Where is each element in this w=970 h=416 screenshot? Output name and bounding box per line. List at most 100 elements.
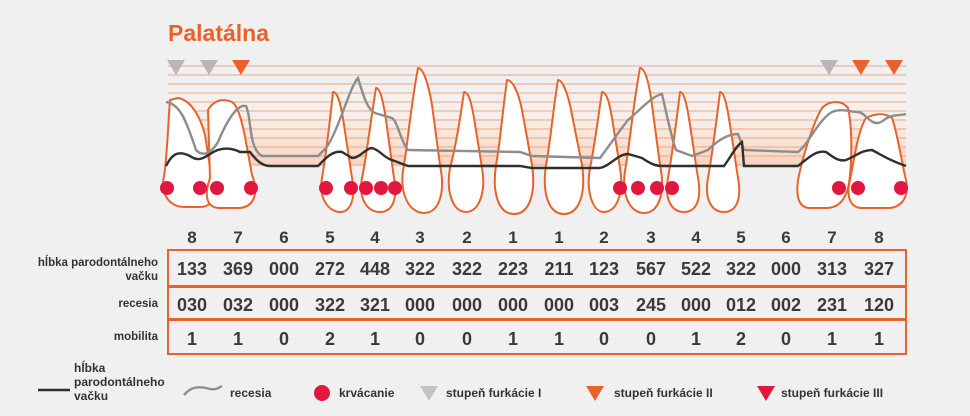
bleeding-dot bbox=[210, 181, 224, 195]
bleeding-dot bbox=[665, 181, 679, 195]
tooth-number: 1 bbox=[554, 228, 564, 247]
bleeding-dot bbox=[613, 181, 627, 195]
table-cell: 030 bbox=[176, 295, 208, 315]
table-cell: 032 bbox=[222, 295, 254, 315]
tooth-3-left bbox=[401, 67, 444, 214]
recession-line bbox=[165, 75, 907, 160]
legend-bleeding-label: krvácanie bbox=[339, 386, 395, 400]
table-cell: 120 bbox=[863, 295, 895, 315]
table-cell: 369 bbox=[222, 259, 254, 279]
tooth-number: 7 bbox=[827, 228, 837, 247]
table-cell: 0 bbox=[414, 329, 425, 349]
legend-recession-label: recesia bbox=[230, 386, 272, 400]
tooth-number: 5 bbox=[325, 228, 335, 247]
legend-furcation-3-icon bbox=[757, 386, 775, 401]
legend-furcation-2-icon bbox=[586, 386, 604, 401]
tooth-number: 4 bbox=[691, 228, 701, 247]
bleeding-dot bbox=[244, 181, 258, 195]
furcation-grade-II-marker bbox=[852, 60, 870, 75]
table-cell: 231 bbox=[816, 295, 848, 315]
tooth-7-left bbox=[205, 99, 257, 209]
table-cell: 0 bbox=[278, 329, 289, 349]
legend-furcation-1-icon bbox=[420, 386, 438, 401]
table-cell: 245 bbox=[635, 295, 667, 315]
table-cell: 0 bbox=[780, 329, 791, 349]
table-cell: 1 bbox=[507, 329, 518, 349]
legend-graphics bbox=[38, 384, 775, 401]
bleeding-dot bbox=[193, 181, 207, 195]
table-cell: 522 bbox=[680, 259, 712, 279]
tooth-number: 8 bbox=[187, 228, 197, 247]
tooth-number: 3 bbox=[646, 228, 656, 247]
table-cell: 000 bbox=[680, 295, 712, 315]
legend-recession-line-swatch bbox=[183, 384, 223, 396]
table-cell: 000 bbox=[497, 295, 529, 315]
table-cell: 1 bbox=[690, 329, 701, 349]
tooth-number: 4 bbox=[370, 228, 380, 247]
pocket-depth-line bbox=[164, 139, 907, 170]
table-cell: 321 bbox=[359, 295, 391, 315]
bleeding-dot bbox=[160, 181, 174, 195]
legend-furcation-2-label: stupeň furkácie II bbox=[614, 386, 713, 400]
table-cell: 448 bbox=[359, 259, 391, 279]
table-cell: 211 bbox=[544, 259, 574, 279]
bleeding-dot bbox=[344, 181, 358, 195]
row-label-recession: recesia bbox=[118, 298, 158, 310]
table-cell: 322 bbox=[725, 259, 757, 279]
tooth-number: 2 bbox=[599, 228, 609, 247]
tooth-8-left bbox=[162, 97, 214, 208]
legend-furcation-3-label: stupeň furkácie III bbox=[781, 386, 884, 400]
tooth-number: 3 bbox=[415, 228, 425, 247]
table-cell: 322 bbox=[314, 295, 346, 315]
legend-pocket-depth-label: hĺbka parodontálneho vačku bbox=[74, 361, 165, 403]
row-label-pocket-depth: hĺbka parodontálneho vačku bbox=[37, 257, 158, 283]
table-cell: 0 bbox=[645, 329, 656, 349]
table-cell: 1 bbox=[826, 329, 837, 349]
bleeding-dot bbox=[319, 181, 333, 195]
bleeding-dot bbox=[650, 181, 664, 195]
table-cell: 2 bbox=[324, 329, 335, 349]
table-cell: 0 bbox=[461, 329, 472, 349]
table-cell: 223 bbox=[497, 259, 529, 279]
tooth-number: 8 bbox=[874, 228, 884, 247]
bleeding-dot bbox=[894, 181, 908, 195]
table-cell: 322 bbox=[404, 259, 436, 279]
tooth-number: 6 bbox=[279, 228, 289, 247]
table-cell: 002 bbox=[770, 295, 802, 315]
table-cell: 000 bbox=[404, 295, 436, 315]
furcation-grade-II-marker bbox=[232, 60, 250, 75]
tooth-number: 1 bbox=[508, 228, 518, 247]
table-cell: 1 bbox=[232, 329, 243, 349]
furcation-grade-I-marker bbox=[167, 60, 185, 75]
tooth-number: 2 bbox=[462, 228, 472, 247]
legend-furcation-1-label: stupeň furkácie I bbox=[446, 386, 542, 400]
table-cell: 003 bbox=[588, 295, 620, 315]
table-cell: 272 bbox=[314, 259, 346, 279]
data-table-frame bbox=[167, 249, 907, 355]
table-cell: 000 bbox=[451, 295, 483, 315]
table-cell: 0 bbox=[598, 329, 609, 349]
table-cell: 000 bbox=[268, 295, 300, 315]
tooth-number: 6 bbox=[781, 228, 791, 247]
bleeding-dot bbox=[374, 181, 388, 195]
row-label-mobility: mobilita bbox=[113, 331, 158, 343]
table-cell: 2 bbox=[735, 329, 746, 349]
table-cell: 133 bbox=[176, 259, 208, 279]
table-cell: 1 bbox=[553, 329, 564, 349]
bleeding-dot bbox=[388, 181, 402, 195]
tooth-1-right bbox=[543, 79, 585, 215]
tooth-number: 5 bbox=[736, 228, 746, 247]
bleeding-dot bbox=[832, 181, 846, 195]
tooth-5-right bbox=[706, 91, 741, 213]
table-cell: 000 bbox=[268, 259, 300, 279]
tooth-1-left bbox=[493, 79, 535, 215]
table-cell: 567 bbox=[635, 259, 667, 279]
bleeding-dot bbox=[631, 181, 645, 195]
legend-bleeding-dot bbox=[314, 385, 330, 401]
table-cell: 1 bbox=[873, 329, 884, 349]
furcation-grade-I-marker bbox=[200, 60, 218, 75]
furcation-grade-II-marker bbox=[885, 60, 903, 75]
table-cell: 123 bbox=[588, 259, 620, 279]
table-cell: 1 bbox=[369, 329, 380, 349]
